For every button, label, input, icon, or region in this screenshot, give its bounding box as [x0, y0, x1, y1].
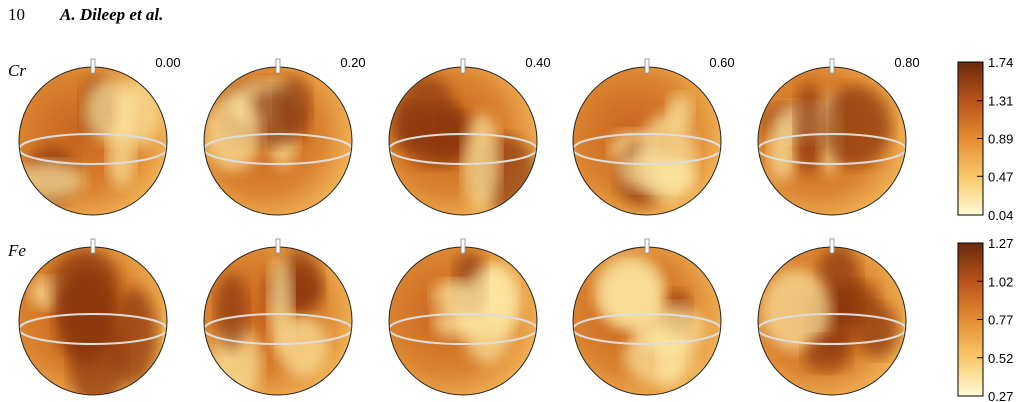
pole-marker [644, 58, 650, 74]
spots [19, 248, 167, 395]
dark-spot [803, 335, 851, 372]
phase-label: 0.60 [709, 55, 734, 70]
phase-label: 0.20 [340, 55, 365, 70]
pole-marker [644, 238, 650, 254]
pole-marker [829, 58, 835, 74]
stellar-surface-map [388, 238, 538, 396]
dark-spot [857, 304, 899, 358]
colorbar-tick-label: 0.77 [988, 313, 1013, 328]
colorbar-tick-label: 1.27 [988, 236, 1013, 251]
colorbar-tick-label: 1.74 [988, 55, 1013, 70]
stellar-surface-map [757, 58, 907, 216]
stellar-surface-map [203, 58, 353, 216]
bright-spot [462, 113, 501, 211]
equator [389, 313, 537, 345]
equator [758, 313, 906, 345]
element-label: Cr [8, 61, 26, 80]
stellar-surface-map [18, 238, 168, 396]
equator [389, 133, 537, 165]
bright-spot [116, 78, 162, 148]
spots [573, 253, 721, 387]
equator [573, 133, 721, 165]
bright-spot [761, 268, 832, 352]
bright-spot [594, 253, 665, 328]
element-label: Fe [7, 241, 26, 260]
bright-spot [19, 161, 85, 200]
phase-label: 0.00 [155, 55, 180, 70]
colorbar-tick-label: 0.89 [988, 132, 1013, 147]
spots [758, 82, 906, 182]
colorbar-tick-label: 0.04 [988, 208, 1013, 223]
bright-spot [767, 123, 797, 182]
running-head: A. Dileep et al. [59, 5, 163, 24]
spots [389, 251, 537, 364]
phase-label: 0.80 [894, 55, 919, 70]
equator [758, 133, 906, 165]
spots [204, 249, 352, 395]
pole-marker [460, 238, 466, 254]
dark-spot [214, 272, 249, 350]
phase-label: 0.40 [525, 55, 550, 70]
bright-spot [617, 150, 684, 191]
spots [204, 77, 352, 171]
stellar-surface-map [757, 238, 907, 396]
colorbar-tick-label: 0.47 [988, 169, 1013, 184]
equator [19, 313, 167, 345]
stellar-surface-map [572, 238, 722, 396]
stellar-surface-map [388, 58, 538, 216]
stellar-surface-map [572, 58, 722, 216]
panels: Cr 0.00 0.20 0.40 0.60 0.80 1.74 1.31 0.89 0.47 0.… [7, 55, 1013, 402]
colorbar-tick-label: 0.52 [988, 351, 1013, 366]
bright-spot [268, 255, 294, 353]
colorbar-tick-label: 1.31 [988, 94, 1013, 109]
colorbar-tick-label: 1.02 [988, 274, 1013, 289]
pole-marker [90, 238, 96, 254]
pole-marker [275, 58, 281, 74]
bright-spot [431, 279, 476, 313]
spots [573, 93, 721, 206]
colorbar-tick-label: 0.27 [988, 389, 1013, 402]
equator [204, 313, 352, 345]
dark-spot [794, 82, 823, 175]
spots [389, 75, 537, 211]
pole-marker [460, 58, 466, 74]
equator [573, 313, 721, 345]
bright-spot [667, 93, 693, 130]
dark-spot [275, 77, 311, 140]
dark-spot [820, 86, 892, 167]
spots [758, 247, 906, 372]
equator [19, 133, 167, 165]
stellar-surface-map [203, 238, 353, 396]
pole-marker [829, 238, 835, 254]
pole-marker [275, 238, 281, 254]
stellar-surface-map [18, 58, 168, 216]
equator [204, 133, 352, 165]
bright-spot [204, 95, 262, 171]
pole-marker [90, 58, 96, 74]
page-number: 10 [8, 5, 25, 24]
